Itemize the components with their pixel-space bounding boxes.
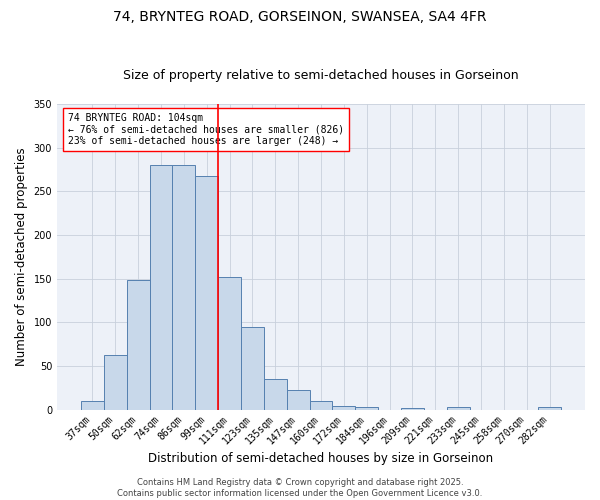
Bar	[149, 165, 172, 410]
Y-axis label: Number of semi-detached properties: Number of semi-detached properties	[15, 148, 28, 366]
Bar	[332, 406, 355, 409]
X-axis label: Distribution of semi-detached houses by size in Gorseinon: Distribution of semi-detached houses by …	[148, 452, 494, 465]
Bar	[196, 176, 218, 410]
Bar	[287, 390, 310, 409]
Bar	[81, 401, 104, 409]
Text: 74, BRYNTEG ROAD, GORSEINON, SWANSEA, SA4 4FR: 74, BRYNTEG ROAD, GORSEINON, SWANSEA, SA…	[113, 10, 487, 24]
Bar	[127, 280, 149, 409]
Text: Contains HM Land Registry data © Crown copyright and database right 2025.
Contai: Contains HM Land Registry data © Crown c…	[118, 478, 482, 498]
Title: Size of property relative to semi-detached houses in Gorseinon: Size of property relative to semi-detach…	[123, 69, 519, 82]
Bar	[218, 277, 241, 409]
Bar	[401, 408, 424, 410]
Bar	[310, 401, 332, 409]
Bar	[264, 379, 287, 410]
Bar	[241, 326, 264, 409]
Bar	[447, 407, 470, 410]
Bar	[172, 165, 196, 410]
Bar	[355, 407, 378, 410]
Bar	[104, 354, 127, 410]
Text: 74 BRYNTEG ROAD: 104sqm
← 76% of semi-detached houses are smaller (826)
23% of s: 74 BRYNTEG ROAD: 104sqm ← 76% of semi-de…	[68, 113, 344, 146]
Bar	[538, 407, 561, 410]
